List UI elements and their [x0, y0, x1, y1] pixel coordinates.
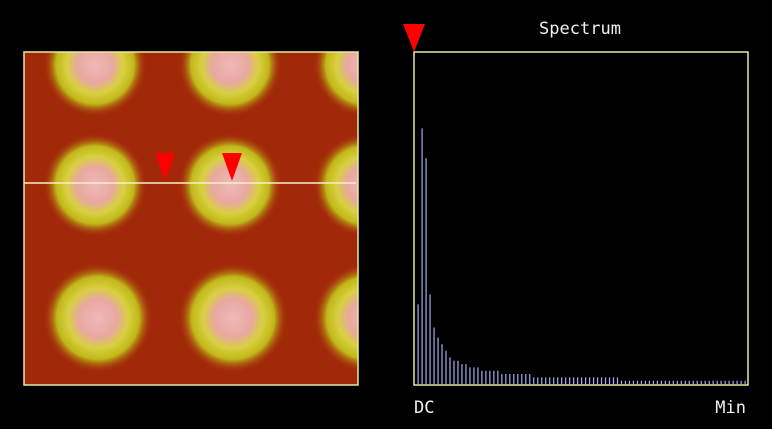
- spectrum-bar: [736, 380, 738, 384]
- spectrum-bar: [469, 367, 471, 384]
- spectrum-bar: [513, 374, 515, 384]
- spectrum-bar: [529, 374, 531, 384]
- spectrum-bar: [517, 374, 519, 384]
- spectrum-bar: [509, 374, 511, 384]
- spectrum-bar: [457, 360, 459, 384]
- spectrum-bar: [696, 380, 698, 384]
- spectrum-bar: [592, 377, 595, 384]
- spectrum-bar: [688, 380, 690, 384]
- x-start-label: DC: [414, 398, 434, 418]
- x-end-label: Min: [715, 398, 746, 418]
- spectrum-bar: [744, 380, 746, 384]
- spectrum-bar: [676, 380, 678, 384]
- spectrum-bar: [505, 374, 507, 384]
- spectrum-bar: [624, 380, 627, 384]
- spectrum-bar: [728, 380, 730, 384]
- spectrum-bar: [429, 294, 431, 384]
- spectrum-bar: [692, 380, 694, 384]
- spectrum-bar: [660, 380, 662, 384]
- spectrum-bar: [577, 377, 579, 384]
- spectrum-bar: [672, 380, 674, 384]
- spectrum-bar: [588, 377, 591, 384]
- spectrum-bar: [525, 374, 527, 384]
- spectrum-bar: [704, 380, 706, 384]
- afm-image: [24, 52, 358, 385]
- spectrum-bar: [445, 350, 447, 384]
- spectrum-bar: [652, 380, 654, 384]
- spectrum-bar: [596, 377, 599, 384]
- spectrum-bar: [684, 380, 686, 384]
- spectrum-bar: [604, 377, 607, 384]
- spectrum-bar: [557, 377, 559, 384]
- spectrum-bar: [541, 377, 543, 384]
- spectrum-bar: [644, 380, 647, 384]
- spectrum-bar: [549, 377, 551, 384]
- spectrum-bar: [521, 374, 523, 384]
- spectrum-bar: [465, 364, 467, 384]
- spectrum-bar: [485, 370, 487, 384]
- spectrum-bar: [441, 344, 443, 384]
- spectrum-bar: [425, 158, 427, 384]
- spectrum-bar: [600, 377, 603, 384]
- spectrum-bar: [632, 380, 635, 384]
- spectrum-bar: [700, 380, 702, 384]
- spectrum-bar: [497, 370, 499, 384]
- spectrum-bar: [565, 377, 567, 384]
- spectrum-bar: [461, 364, 463, 384]
- spectrum-bar: [664, 380, 666, 384]
- spectrum-bar: [501, 374, 503, 384]
- spectrum-bar: [608, 377, 611, 384]
- spectrum-bar: [656, 380, 658, 384]
- spectrum-bar: [640, 380, 643, 384]
- marker: [155, 153, 175, 181]
- spectrum-bar: [616, 377, 619, 384]
- spectrum-bar: [612, 377, 615, 384]
- dc-marker: [403, 24, 425, 52]
- spectrum-bar: [648, 380, 650, 384]
- spectrum-bar: [724, 380, 726, 384]
- spectrum-bar: [561, 377, 563, 384]
- chart-title: Spectrum: [539, 19, 621, 39]
- plot-frame: [413, 51, 749, 386]
- spectrum-bar: [453, 360, 455, 384]
- spectrum-bar: [680, 380, 682, 384]
- spectrum-bar: [493, 370, 495, 384]
- spectrum-bar: [720, 380, 722, 384]
- spectrum-bar: [545, 377, 547, 384]
- spectrum-bar: [537, 377, 539, 384]
- marker: [222, 153, 242, 181]
- spectrum-bar: [417, 304, 419, 384]
- spectrum-bar: [712, 380, 714, 384]
- image-frame: [23, 51, 359, 386]
- spectrum-bar: [421, 128, 423, 384]
- spectrum-bar: [740, 380, 742, 384]
- spectrum-bar: [533, 377, 535, 384]
- spectrum-bar: [636, 380, 639, 384]
- spectrum-bar: [489, 370, 491, 384]
- spectrum-bar: [732, 380, 734, 384]
- spectrum-bar: [437, 337, 439, 384]
- spectrum-bar: [584, 377, 587, 384]
- spectrum-bar: [668, 380, 670, 384]
- spectrum-bar: [569, 377, 571, 384]
- spectrum-bar: [716, 380, 718, 384]
- spectrum-bar: [481, 370, 483, 384]
- spectrum-bar: [581, 377, 583, 384]
- spectrum-bar: [433, 327, 435, 384]
- spectrum-bar: [573, 377, 575, 384]
- spectrum-bar: [708, 380, 710, 384]
- spectrum-bar: [620, 380, 623, 384]
- spectrum-bar: [449, 357, 451, 384]
- spectrum-bar: [553, 377, 555, 384]
- spectrum-bar: [628, 380, 631, 384]
- spectrum-bar: [473, 367, 475, 384]
- spectrum-bar: [477, 367, 479, 384]
